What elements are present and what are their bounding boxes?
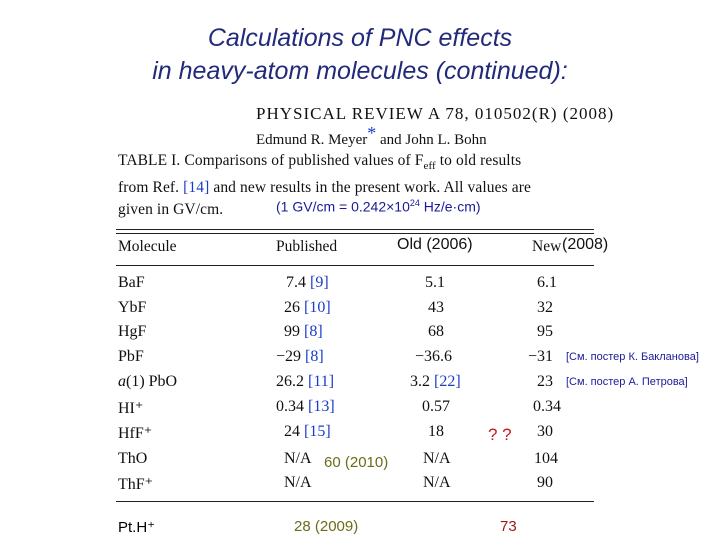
cell-new: 104 — [534, 450, 558, 467]
pub-ref-link[interactable]: [15] — [304, 423, 331, 440]
caption-part: TABLE I. Comparisons of published values… — [118, 152, 424, 169]
cell-molecule: BaF — [118, 274, 145, 291]
cell-old: 68 — [428, 323, 444, 340]
tho-published-2010-annotation: 60 (2010) — [324, 454, 389, 471]
cell-old: N/A — [423, 474, 451, 491]
cell-old: 0.57 — [422, 398, 450, 415]
author-bohn: and John L. Bohn — [376, 132, 487, 148]
conversion-exponent: 24 — [409, 198, 420, 208]
cell-old: 5.1 — [425, 274, 445, 291]
caption-ref-link[interactable]: [14] — [183, 179, 210, 197]
cell-published: −29 [8] — [276, 348, 324, 366]
cell-published: 26 [10] — [284, 299, 331, 317]
cell-new: −31 — [528, 348, 554, 365]
unit-conversion-note: (1 GV/cm = 0.242×1024 Hz/e·cm) — [276, 198, 481, 215]
pub-ref-link[interactable]: [11] — [308, 373, 335, 390]
old-ref-link[interactable]: [22] — [434, 373, 461, 390]
cell-new: 32 — [537, 299, 553, 316]
cell-old: 18 — [428, 423, 444, 440]
paper-authors: Edmund R. Meyer* and John L. Bohn — [256, 123, 487, 149]
cell-molecule: PbF — [118, 348, 144, 365]
pub-value: 24 — [284, 423, 304, 440]
header-new: New — [532, 238, 562, 255]
extra-row-published: 28 (2009) — [294, 518, 359, 535]
table-rule-bottom — [116, 501, 594, 502]
table-rule-header — [116, 265, 594, 266]
pub-ref-link[interactable]: [13] — [308, 398, 335, 415]
cell-new: 95 — [537, 323, 553, 340]
pub-value: 0.34 — [276, 398, 308, 415]
poster-note-baklanova: [См. постер К. Бакланова] — [566, 351, 699, 363]
pub-value: 26 — [284, 299, 304, 316]
table-caption: TABLE I. Comparisons of published values… — [118, 150, 594, 221]
caption-part: and new results in the present work. All… — [209, 179, 531, 197]
cell-published: 7.4 [9] — [286, 274, 329, 292]
pub-value: 26.2 — [276, 373, 308, 390]
caption-part: from Ref. — [118, 179, 184, 197]
cell-old: 3.2 [22] — [410, 373, 461, 391]
author-star-link[interactable]: * — [367, 123, 377, 143]
header-published: Published — [276, 238, 338, 255]
pub-value: 99 — [284, 323, 304, 340]
cell-new: 23 — [537, 373, 553, 390]
cell-published: 26.2 [11] — [276, 373, 334, 391]
cell-molecule: HI⁺ — [118, 400, 144, 417]
header-new-annotation: (2008) — [562, 236, 609, 253]
conversion-text: (1 GV/cm = 0.242×10 — [276, 198, 410, 215]
slide-title-line-2: in heavy-atom molecules (continued): — [152, 57, 568, 85]
cell-published: 24 [15] — [284, 423, 331, 441]
conversion-text: Hz/e·cm) — [419, 198, 481, 215]
journal-citation: PHYSICAL REVIEW A 78, 010502(R) (2008) — [256, 104, 615, 123]
cell-new: 30 — [537, 423, 553, 440]
pub-value: 7.4 — [286, 274, 310, 291]
cell-old: N/A — [423, 450, 451, 467]
question-marks-annotation: ? ? — [488, 425, 512, 444]
cell-molecule: HgF — [118, 323, 147, 340]
cell-old: −36.6 — [415, 348, 453, 365]
header-old-annotation: Old (2006) — [397, 236, 473, 253]
table-rule-top-double — [116, 233, 594, 234]
cell-new: 90 — [537, 474, 553, 491]
header-molecule: Molecule — [118, 238, 177, 255]
caption-subscript: eff — [423, 160, 436, 173]
cell-published: N/A — [284, 474, 312, 491]
pub-value: −29 — [276, 348, 306, 365]
cell-molecule: YbF — [118, 299, 147, 316]
extra-row-new: 73 — [500, 518, 517, 535]
pub-ref-link[interactable]: [8] — [305, 348, 324, 365]
cell-new: 0.34 — [533, 398, 561, 415]
cell-new: 6.1 — [537, 274, 557, 291]
cell-published: 0.34 [13] — [276, 398, 335, 416]
caption-part: to old results — [435, 152, 522, 169]
cell-molecule: ThF⁺ — [118, 476, 154, 493]
cell-molecule: a(1) PbO — [118, 373, 178, 390]
cell-molecule: ThO — [118, 450, 148, 467]
cell-old: 43 — [428, 299, 444, 316]
pub-ref-link[interactable]: [8] — [304, 323, 323, 340]
old-value: 3.2 — [410, 373, 434, 390]
extra-row-molecule: Pt.H⁺ — [118, 519, 156, 536]
caption-part: given in GV/cm. — [118, 201, 224, 219]
cell-published: N/A — [284, 450, 312, 467]
pub-ref-link[interactable]: [9] — [310, 274, 329, 291]
poster-note-petrova: [См. постер А. Петрова] — [566, 376, 688, 388]
slide-title-line-1: Calculations of PNC effects — [207, 24, 513, 52]
cell-published: 99 [8] — [284, 323, 323, 341]
author-meyer: Edmund R. Meyer — [256, 132, 368, 148]
pub-ref-link[interactable]: [10] — [304, 299, 331, 316]
table-rule-top — [116, 229, 594, 230]
cell-molecule: HfF⁺ — [118, 425, 153, 442]
